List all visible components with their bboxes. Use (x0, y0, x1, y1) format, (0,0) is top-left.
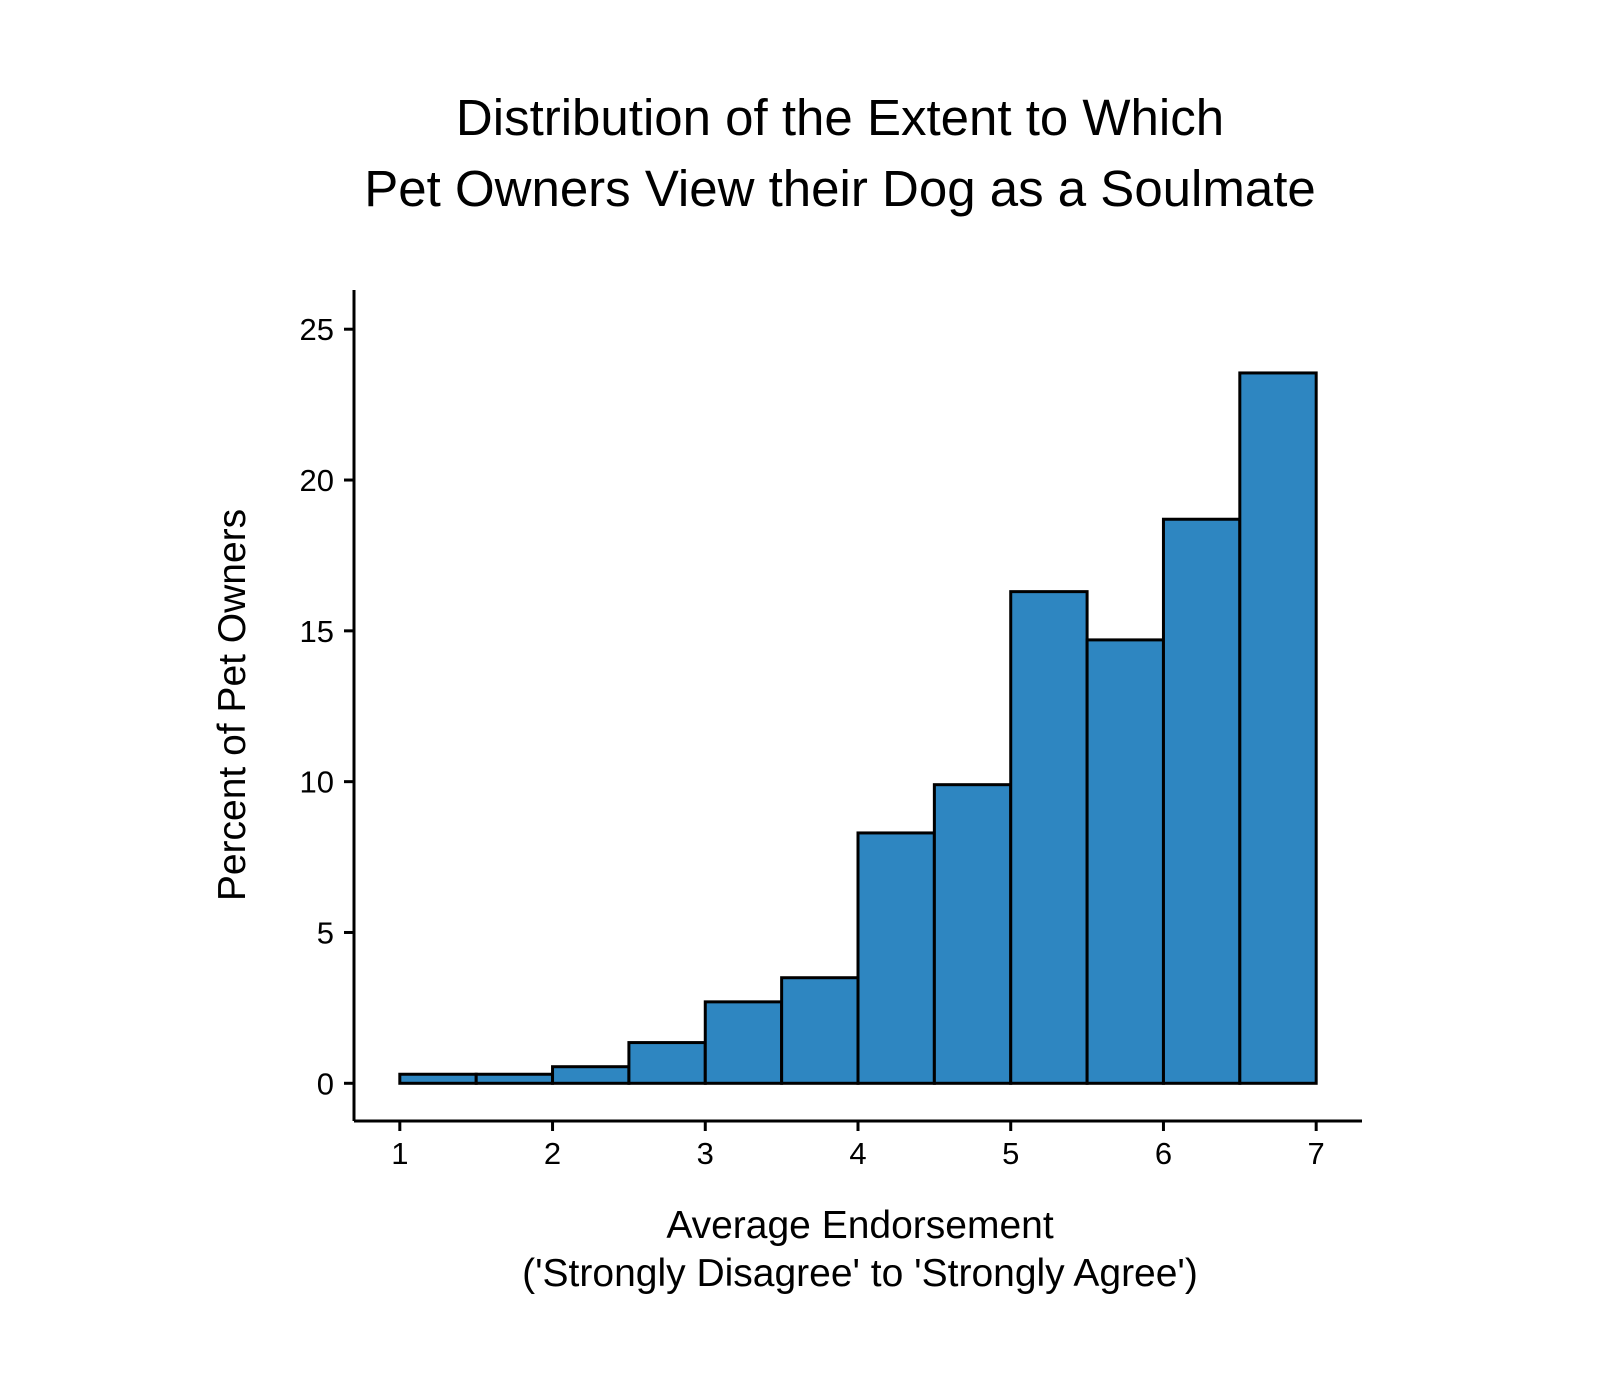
y-axis-title: Percent of Pet Owners (211, 509, 254, 901)
histogram-bar-1 (398, 1072, 478, 1085)
x-tick-label: 2 (544, 1136, 561, 1171)
y-tick-label: 0 (317, 1066, 334, 1101)
y-tick-label: 5 (317, 915, 334, 950)
chart-title-line-2: Pet Owners View their Dog as a Soulmate (364, 160, 1316, 217)
histogram-bar-6 (780, 976, 860, 1085)
chart-title-line-1: Distribution of the Extent to Which (455, 89, 1225, 146)
bars-group (398, 371, 1318, 1085)
x-tick-label: 1 (391, 1136, 408, 1171)
x-axis-title-line-1: Average Endorsement (666, 1204, 1054, 1247)
histogram-bar-2 (474, 1072, 555, 1085)
histogram-bar-7 (856, 831, 936, 1085)
histogram-bar-10 (1085, 638, 1165, 1085)
histogram-bar-5 (703, 1000, 784, 1085)
histogram-bar-9 (1009, 590, 1089, 1085)
y-tick-label: 25 (300, 312, 334, 347)
x-axis: 1 2 3 4 5 6 7 (354, 1119, 1362, 1171)
histogram-bar-3 (551, 1065, 631, 1085)
x-tick-label: 4 (849, 1136, 866, 1171)
histogram-bar-4 (627, 1041, 707, 1085)
histogram-bar-8 (932, 783, 1013, 1085)
histogram-bar-11 (1161, 517, 1242, 1085)
x-tick-label: 5 (1002, 1136, 1019, 1171)
y-tick-label: 10 (300, 765, 334, 800)
x-tick-label: 6 (1155, 1136, 1172, 1171)
x-axis-title-line-2: ('Strongly Disagree' to 'Strongly Agree'… (522, 1252, 1198, 1295)
histogram-bar-12 (1238, 371, 1318, 1085)
y-tick-label: 15 (300, 614, 334, 649)
x-tick-label: 7 (1308, 1136, 1325, 1171)
y-tick-label: 20 (300, 463, 334, 498)
x-tick-label: 3 (697, 1136, 714, 1171)
y-axis: 0 5 10 15 20 25 (300, 290, 356, 1121)
